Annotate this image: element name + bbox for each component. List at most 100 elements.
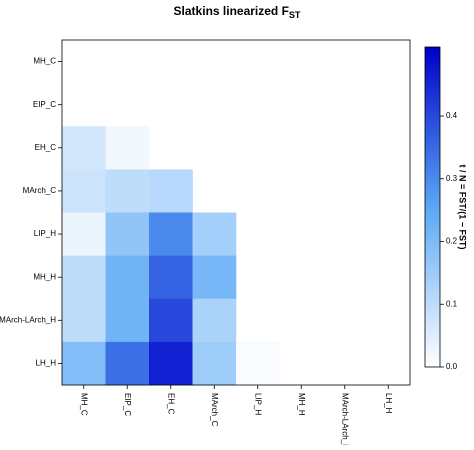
colorbar-segment	[425, 291, 440, 296]
colorbar-segment	[425, 279, 440, 284]
heat-cell	[192, 255, 237, 300]
x-tick-label: MH_H	[297, 393, 306, 416]
colorbar-segment	[425, 175, 440, 180]
colorbar-segment	[425, 207, 440, 212]
heat-cell	[62, 298, 106, 343]
heat-cell	[62, 212, 106, 256]
colorbar-segment	[425, 215, 440, 220]
colorbar-segment	[425, 227, 440, 232]
y-tick-label: MH_H	[33, 272, 56, 281]
y-tick-label: MH_C	[33, 57, 56, 66]
colorbar-segment	[425, 159, 440, 164]
heat-cell	[62, 126, 106, 170]
heat-cell	[62, 341, 106, 386]
colorbar-segment	[425, 223, 440, 228]
colorbar-segment	[425, 267, 440, 272]
colorbar-segment	[425, 75, 440, 80]
heat-cell	[105, 255, 150, 300]
colorbar-segment	[425, 311, 440, 316]
colorbar-segment	[425, 95, 440, 100]
colorbar-segment	[425, 275, 440, 280]
colorbar-segment	[425, 183, 440, 188]
heat-cell	[149, 298, 193, 343]
colorbar-segment	[425, 327, 440, 332]
colorbar-segment	[425, 135, 440, 140]
colorbar-segment	[425, 323, 440, 328]
heat-cell	[149, 169, 193, 213]
colorbar-segment	[425, 119, 440, 124]
chart-title: Slatkins linearized FST	[174, 4, 301, 20]
colorbar-segment	[425, 263, 440, 268]
colorbar-segment	[425, 219, 440, 224]
colorbar-tick-label: 0.1	[446, 299, 458, 308]
heat-cell	[105, 212, 150, 256]
colorbar-segment	[425, 55, 440, 60]
heat-cell	[192, 212, 237, 256]
heat-cell	[105, 126, 150, 170]
colorbar-segment	[425, 107, 440, 112]
colorbar-segment	[425, 303, 440, 308]
colorbar-segment	[425, 295, 440, 300]
x-tick-label: MH_C	[80, 393, 89, 416]
colorbar-segment	[425, 315, 440, 320]
colorbar-segment	[425, 287, 440, 292]
colorbar-segment	[425, 71, 440, 76]
x-tick-label: LH_H	[384, 393, 393, 414]
colorbar-segment	[425, 339, 440, 344]
heat-cell	[105, 298, 150, 343]
y-tick-label: MArch_C	[23, 186, 57, 195]
colorbar-segment	[425, 143, 440, 148]
colorbar-segment	[425, 239, 440, 244]
colorbar-segment	[425, 123, 440, 128]
y-tick-label: EH_C	[35, 143, 57, 152]
x-tick-label: EIP_C	[123, 393, 132, 416]
colorbar-segment	[425, 187, 440, 192]
colorbar-segment	[425, 103, 440, 108]
colorbar-segment	[425, 111, 440, 116]
colorbar-segment	[425, 351, 440, 356]
colorbar-segment	[425, 83, 440, 88]
colorbar-tick-label: 0.0	[446, 362, 458, 371]
colorbar-segment	[425, 147, 440, 152]
title-main: Slatkins linearized F	[174, 4, 289, 18]
colorbar-segment	[425, 299, 440, 304]
colorbar-label: t / N = FST/(1 − FST)	[458, 164, 468, 249]
colorbar-segment	[425, 167, 440, 172]
colorbar-segment	[425, 359, 440, 364]
colorbar-segment	[425, 67, 440, 72]
colorbar-frame	[424, 46, 441, 368]
heat-cell	[149, 212, 193, 256]
colorbar-segment	[425, 199, 440, 204]
colorbar-segment	[425, 47, 440, 52]
heat-cell	[192, 298, 237, 343]
colorbar-segment	[425, 283, 440, 288]
colorbar-segment	[425, 99, 440, 104]
colorbar-segment	[425, 335, 440, 340]
heat-cell	[62, 255, 106, 300]
colorbar-segment	[425, 307, 440, 312]
colorbar-tick-label: 0.2	[446, 237, 458, 246]
y-tick-label: MArch-LArch_H	[0, 315, 56, 324]
x-tick-label: MArch-LArch_H	[341, 393, 350, 445]
heat-cell	[149, 341, 193, 386]
colorbar-tick-label: 0.4	[446, 111, 458, 120]
colorbar-segment	[425, 243, 440, 248]
heat-cell	[236, 341, 280, 386]
heat-cell	[105, 341, 150, 386]
x-tick-label: MArch_C	[210, 393, 219, 427]
colorbar-segment	[425, 271, 440, 276]
colorbar-segment	[425, 255, 440, 260]
colorbar-segment	[425, 87, 440, 92]
colorbar-segment	[425, 203, 440, 208]
heat-cell	[149, 255, 193, 300]
y-tick-label: LIP_H	[34, 229, 56, 238]
colorbar-segment	[425, 59, 440, 64]
colorbar-segment	[425, 235, 440, 240]
title-subscript: ST	[289, 10, 301, 20]
x-tick-label: LIP_H	[254, 393, 263, 415]
colorbar-segment	[425, 171, 440, 176]
colorbar-tick-label: 0.3	[446, 174, 458, 183]
colorbar-segment	[425, 191, 440, 196]
colorbar-segment	[425, 139, 440, 144]
